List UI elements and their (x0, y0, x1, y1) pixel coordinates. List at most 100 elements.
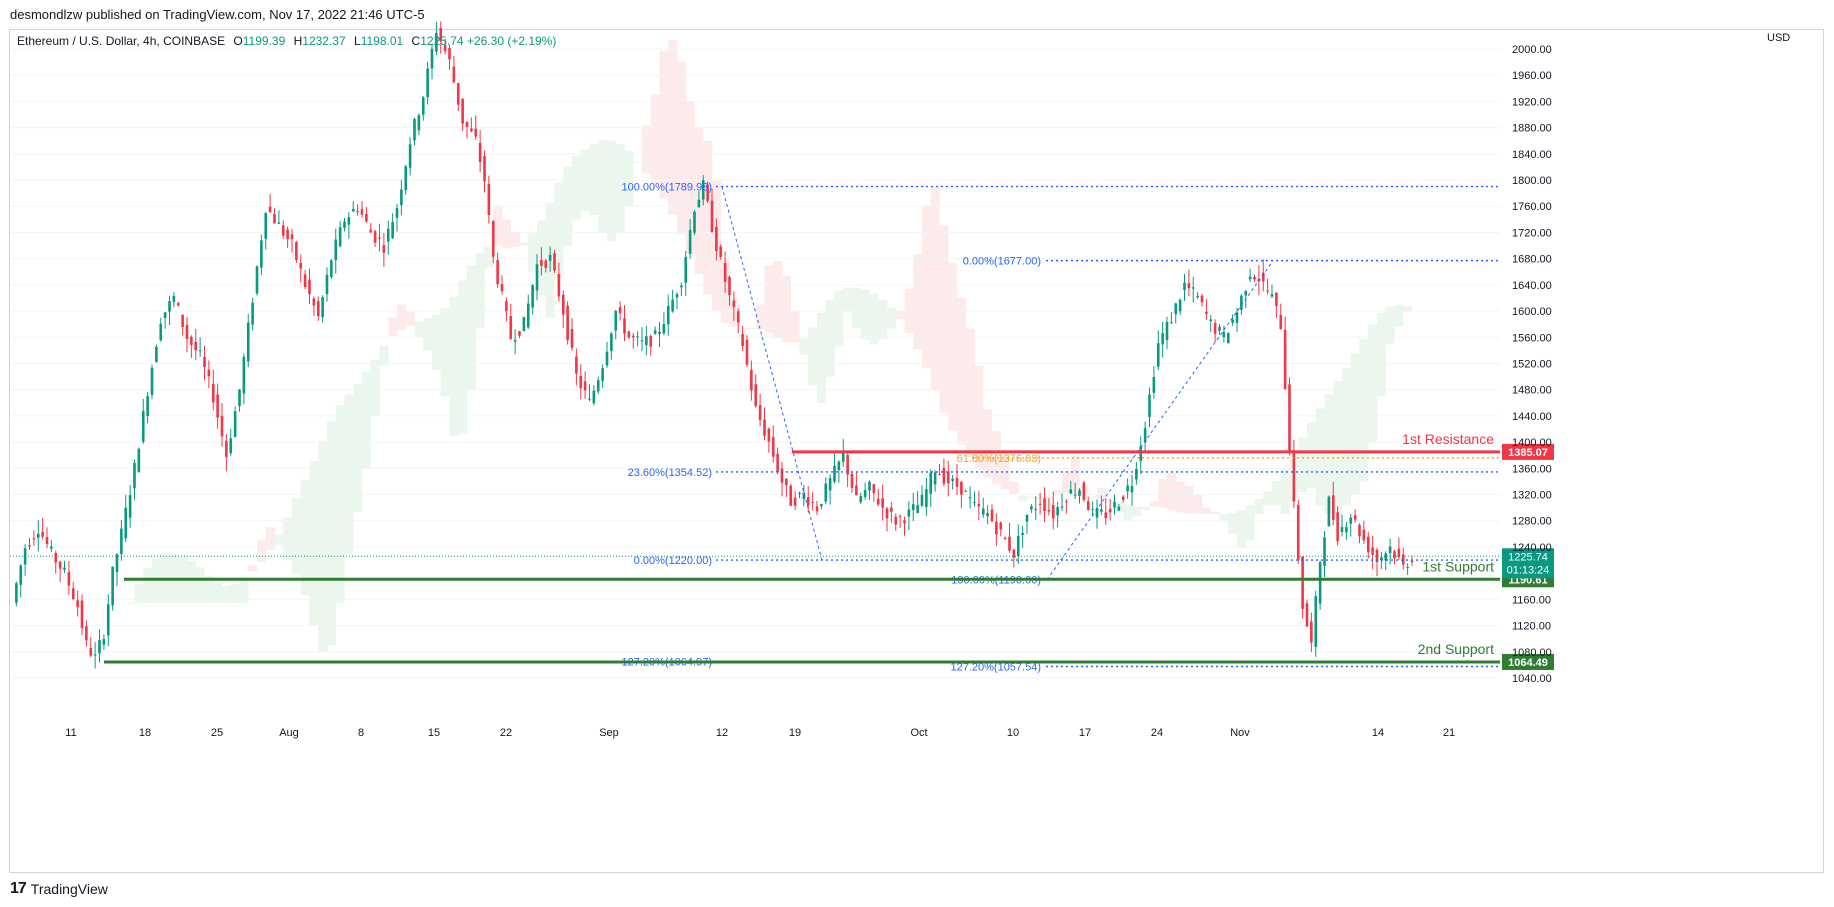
candle-body (1170, 322, 1173, 324)
candle-body (233, 411, 237, 437)
candle-body (185, 324, 189, 340)
cloud-segment (327, 421, 336, 646)
candles (15, 21, 1414, 669)
candle-body (767, 428, 771, 442)
cloud-segment (615, 143, 625, 233)
candle-body (146, 396, 149, 416)
candle-body (846, 454, 849, 475)
cloud-segment (467, 264, 476, 390)
y-tick-label: 1720.00 (1512, 227, 1552, 239)
cloud-segment (1184, 485, 1194, 514)
candle-body (920, 494, 924, 506)
cloud-segment (204, 575, 214, 603)
candle-body (596, 380, 600, 392)
candle-body (868, 481, 871, 491)
cloud-segment (817, 312, 826, 403)
cloud-segment (790, 311, 800, 343)
level-name-label: 1st Resistance (1402, 431, 1494, 447)
candle-body (833, 465, 836, 482)
candle-body (470, 128, 473, 132)
candle-body (623, 318, 626, 334)
candle-body (1003, 537, 1007, 539)
cloud-segment (1280, 467, 1290, 515)
candle-body (885, 508, 889, 519)
candle-body (194, 341, 198, 351)
cloud-segment (922, 206, 931, 369)
candle-body (137, 448, 141, 473)
cloud-segment (309, 460, 319, 626)
candle-body (1288, 384, 1291, 452)
candle-body (1353, 515, 1357, 520)
candle-body (1380, 557, 1383, 561)
cloud-segment (1298, 437, 1308, 493)
candle-body (41, 531, 44, 537)
symbol-legend: Ethereum / U.S. Dollar, 4h, COINBASE O11… (17, 34, 556, 48)
candle-body (736, 311, 740, 323)
candle-body (1174, 303, 1178, 315)
cloud-segment (362, 372, 371, 469)
candle-body (518, 331, 521, 336)
candle-body (220, 415, 224, 437)
cloud-segment (432, 314, 441, 371)
cloud-segment (983, 409, 993, 478)
cloud-segment (1123, 504, 1133, 521)
cloud-segment (965, 328, 975, 458)
candle-body (181, 314, 184, 328)
candle-body (1279, 314, 1283, 329)
candle-body (378, 237, 381, 239)
candle-body (63, 567, 66, 570)
candle-body (500, 284, 504, 292)
candle-body (710, 200, 714, 232)
cloud-segment (1027, 496, 1036, 498)
candle-body (693, 211, 696, 233)
cloud-segment (642, 125, 651, 174)
candle-body (273, 213, 276, 224)
x-tick-label: 17 (1079, 727, 1091, 739)
candle-body (1095, 507, 1099, 518)
cloud-segment (1062, 472, 1071, 494)
candle-body (658, 331, 661, 334)
candle-body (452, 66, 456, 83)
y-tick-label: 1280.00 (1512, 516, 1552, 528)
x-tick-label: Nov (1230, 727, 1250, 739)
cloud-segment (1158, 479, 1168, 508)
fib-level-label: 0.00%(1220.00) (634, 555, 712, 567)
cloud-segment (1377, 313, 1386, 397)
candle-body (28, 545, 31, 547)
candle-body (1349, 517, 1353, 524)
cloud-segment (624, 151, 634, 207)
candle-body (780, 468, 784, 483)
candle-body (771, 437, 775, 457)
candle-body (382, 245, 386, 253)
candle-body (351, 208, 355, 212)
cloud-segment (860, 289, 870, 340)
cloud-segment (957, 297, 966, 445)
open-key: O (233, 34, 243, 48)
cloud-segment (1175, 481, 1185, 513)
cloud-segment (852, 287, 861, 329)
candle-body (666, 306, 670, 325)
candle-body (1178, 299, 1182, 312)
cloud-segment (274, 535, 284, 545)
candle-body (1401, 554, 1405, 565)
candle-body (1222, 332, 1226, 338)
price-tag (1502, 443, 1554, 460)
candle-body (1261, 272, 1265, 282)
cloud-segment (257, 540, 266, 562)
candle-body (295, 241, 298, 260)
candle-body (526, 303, 530, 328)
candle-body (828, 478, 832, 491)
x-tick-label: Sep (599, 727, 619, 739)
candle-body (675, 294, 679, 298)
candle-body (1043, 498, 1046, 512)
candle-body (58, 561, 62, 569)
candle-body (85, 626, 88, 641)
candle-body (872, 484, 876, 494)
y-tick-label: 1480.00 (1512, 385, 1552, 397)
candle-body (1091, 509, 1094, 511)
cloud-segment (292, 498, 301, 574)
candle-body (36, 533, 40, 538)
candle-body (938, 474, 941, 476)
candle-body (264, 213, 268, 239)
